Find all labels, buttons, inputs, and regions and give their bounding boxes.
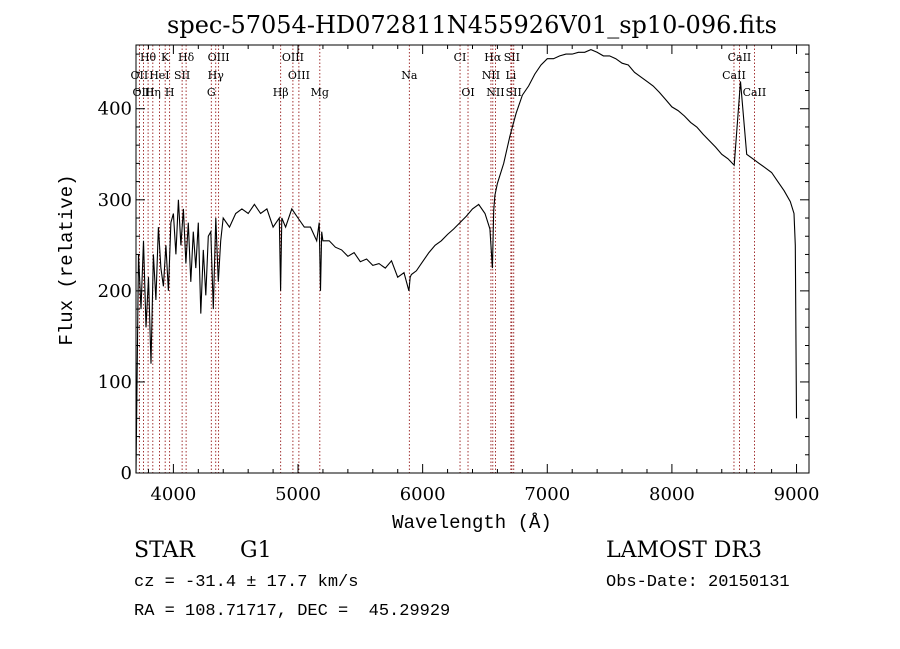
spectrum-plot: spec-57054-HD072811N455926V01_sp10-096.f…	[56, 11, 820, 534]
line-label: CaII	[743, 86, 767, 99]
survey-name: LAMOST DR3	[606, 538, 762, 563]
line-label: SII	[506, 86, 522, 99]
line-label: Hγ	[208, 69, 225, 82]
line-label: K	[161, 51, 170, 64]
spectrum-line	[135, 49, 798, 474]
line-label: Hδ	[178, 51, 195, 64]
x-tick-label: 7000	[524, 484, 570, 505]
axes: 4000 5000 6000 7000 8000 9000 0 100 200 300 400	[98, 45, 820, 505]
object-subclass: G1	[240, 538, 272, 563]
line-label: Na	[401, 69, 418, 82]
line-label: Hη	[145, 86, 161, 99]
y-axis-label: Flux (relative)	[56, 174, 78, 345]
x-tick-label: 8000	[649, 484, 695, 505]
line-label: G	[207, 86, 216, 99]
line-label: OI	[461, 86, 474, 99]
line-label: CaII	[728, 51, 752, 64]
line-label: H	[165, 86, 175, 99]
line-label: NII	[486, 86, 504, 99]
line-label: OIII	[288, 69, 310, 82]
y-tick-label: 300	[98, 190, 132, 211]
line-label: CaII	[722, 69, 746, 82]
line-label: OIII	[282, 51, 304, 64]
y-tick-label: 400	[98, 99, 132, 120]
coordinates: RA = 108.71717, DEC = 45.29929	[134, 602, 451, 621]
object-class: STAR	[134, 538, 195, 563]
plot-frame	[135, 44, 810, 474]
x-tick-label: 4000	[150, 484, 196, 505]
line-label: Hβ	[273, 86, 289, 99]
line-label: Hθ	[140, 51, 157, 64]
x-tick-label: 6000	[400, 484, 446, 505]
y-tick-label: 100	[98, 372, 132, 393]
line-label: SII	[174, 69, 190, 82]
line-label: CI	[454, 51, 467, 64]
y-tick-label: 0	[121, 463, 132, 484]
line-label: OIII	[132, 86, 154, 99]
line-label: SII	[504, 51, 520, 64]
line-label: Mg	[311, 86, 329, 99]
line-label: OII	[131, 69, 149, 82]
y-tick-label: 200	[98, 281, 132, 302]
line-label: NII	[482, 69, 500, 82]
x-tick-label: 5000	[275, 484, 321, 505]
x-tick-label: 9000	[774, 484, 820, 505]
line-label: HeI	[149, 69, 169, 82]
observation-date: Obs-Date: 20150131	[606, 573, 790, 592]
line-label: Hα	[484, 51, 502, 64]
line-label: Li	[505, 69, 516, 82]
chart-title: spec-57054-HD072811N455926V01_sp10-096.f…	[167, 11, 777, 39]
line-label: OIII	[208, 51, 230, 64]
redshift-velocity: cz = -31.4 ± 17.7 km/s	[134, 573, 359, 592]
x-axis-label: Wavelength (Å)	[392, 512, 552, 534]
